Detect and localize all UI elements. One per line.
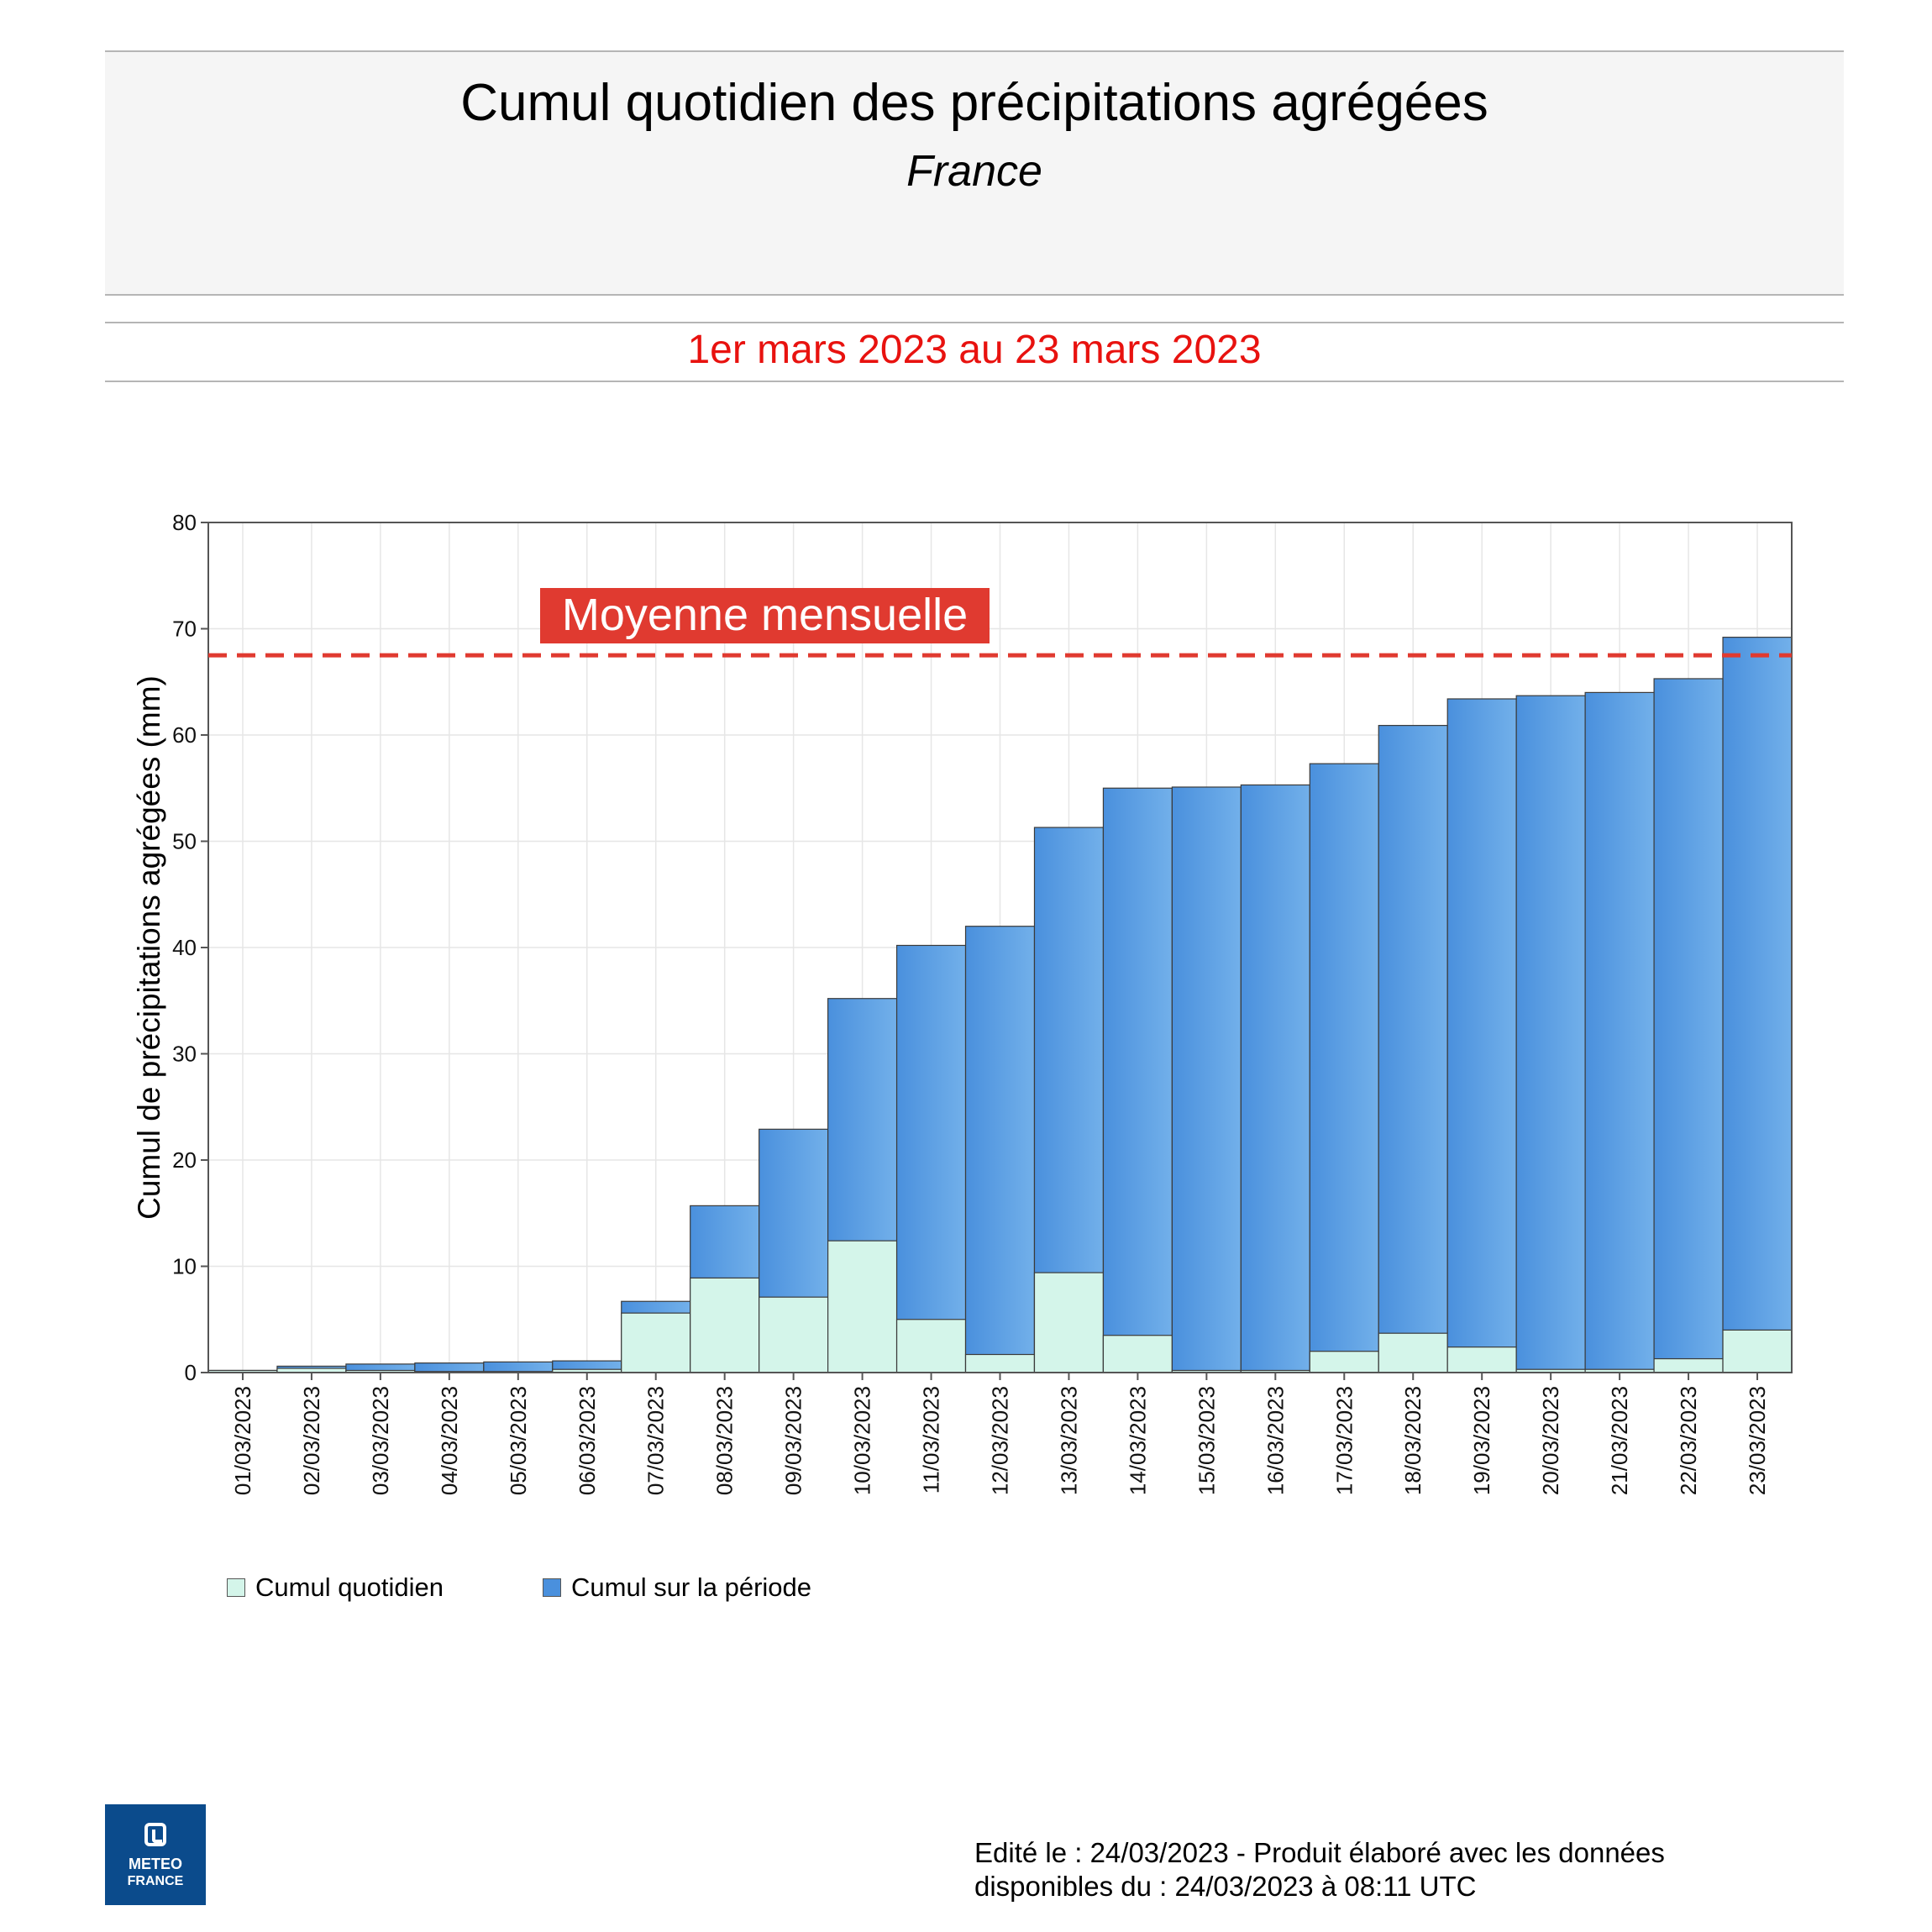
x-tick-label: 11/03/2023 — [919, 1386, 944, 1494]
y-tick-label: 20 — [172, 1147, 197, 1173]
y-tick-label: 80 — [172, 510, 197, 535]
bar-cumulative — [964, 926, 1036, 1373]
x-tick-label: 20/03/2023 — [1538, 1386, 1563, 1495]
x-tick-label: 05/03/2023 — [506, 1386, 531, 1495]
x-tick-label: 10/03/2023 — [850, 1386, 875, 1495]
chart-subtitle: France — [906, 147, 1042, 196]
bar-cumulative — [1309, 763, 1379, 1373]
legend-item-cumulative: Cumul sur la période — [543, 1572, 812, 1602]
bar-cumulative — [1378, 725, 1448, 1373]
bar-daily — [1033, 1272, 1105, 1373]
legend-label-daily: Cumul quotidien — [255, 1572, 444, 1602]
x-tick-label: 22/03/2023 — [1676, 1386, 1701, 1495]
x-tick-label: 07/03/2023 — [643, 1386, 669, 1495]
x-tick-label: 21/03/2023 — [1607, 1386, 1632, 1495]
x-tick-label: 01/03/2023 — [230, 1386, 255, 1495]
x-tick-label: 18/03/2023 — [1400, 1386, 1425, 1495]
bar-daily — [1102, 1335, 1173, 1373]
bar-cumulative — [483, 1361, 554, 1373]
bar-daily — [1378, 1332, 1448, 1373]
chart-title: Cumul quotidien des précipitations agrég… — [460, 74, 1488, 132]
x-tick-label: 17/03/2023 — [1331, 1386, 1357, 1495]
bar-cumulative — [895, 944, 967, 1373]
period-text: 1er mars 2023 au 23 mars 2023 — [687, 328, 1262, 372]
bar-daily — [1653, 1357, 1724, 1373]
bar-daily — [690, 1277, 760, 1373]
legend-swatch-daily — [227, 1578, 245, 1597]
x-tick-label: 19/03/2023 — [1469, 1386, 1494, 1495]
logo-mark-icon — [144, 1823, 166, 1846]
x-tick-label: 12/03/2023 — [988, 1386, 1013, 1495]
x-tick-label: 13/03/2023 — [1056, 1386, 1081, 1495]
y-tick-label: 10 — [172, 1254, 197, 1279]
bar-daily — [759, 1296, 829, 1373]
x-tick-label: 16/03/2023 — [1263, 1386, 1288, 1495]
meteo-france-logo: METEO FRANCE — [105, 1804, 206, 1905]
bar-daily — [1446, 1347, 1517, 1373]
y-tick-label: 60 — [172, 722, 197, 748]
y-tick-label: 70 — [172, 617, 197, 642]
bar-cumulative — [1584, 691, 1655, 1373]
x-tick-label: 14/03/2023 — [1125, 1386, 1150, 1495]
bar-daily — [1309, 1351, 1379, 1373]
bar-daily — [1722, 1329, 1793, 1373]
footer-line-2: disponibles du : 24/03/2023 à 08:11 UTC — [974, 1871, 1477, 1902]
period-panel: 1er mars 2023 au 23 mars 2023 — [105, 322, 1844, 382]
bar-daily — [895, 1319, 967, 1373]
x-tick-label: 02/03/2023 — [299, 1386, 324, 1495]
logo-text-line2: FRANCE — [127, 1874, 184, 1888]
legend-item-daily: Cumul quotidien — [227, 1572, 444, 1602]
x-tick-label: 08/03/2023 — [712, 1386, 738, 1495]
x-tick-label: 04/03/2023 — [437, 1386, 462, 1495]
title-panel: Cumul quotidien des précipitations agrég… — [105, 50, 1844, 296]
bar-daily — [964, 1353, 1036, 1373]
y-tick-label: 30 — [172, 1042, 197, 1067]
bar-cumulative — [1240, 784, 1310, 1373]
monthly-mean-label: Moyenne mensuelle — [562, 590, 968, 640]
footer-note: Edité le : 24/03/2023 - Produit élaboré … — [974, 1836, 1814, 1903]
y-axis-label: Cumul de précipitations agrégées (mm) — [132, 675, 166, 1220]
footer-line-1: Edité le : 24/03/2023 - Produit élaboré … — [974, 1837, 1665, 1868]
legend-swatch-cumulative — [543, 1578, 561, 1597]
y-tick-label: 40 — [172, 935, 197, 960]
bar-cumulative — [1653, 678, 1724, 1373]
x-tick-label: 09/03/2023 — [781, 1386, 806, 1495]
x-tick-label: 23/03/2023 — [1745, 1386, 1770, 1495]
bar-cumulative — [1446, 698, 1517, 1373]
x-tick-label: 03/03/2023 — [368, 1386, 393, 1495]
bar-daily — [827, 1240, 898, 1373]
monthly-mean-label-box — [540, 588, 990, 643]
y-tick-label: 50 — [172, 829, 197, 854]
bar-cumulative — [1171, 786, 1242, 1373]
x-tick-label: 06/03/2023 — [575, 1386, 600, 1495]
legend-label-cumulative: Cumul sur la période — [571, 1572, 812, 1602]
bar-daily — [621, 1312, 691, 1373]
bar-cumulative — [1515, 695, 1586, 1373]
bar-cumulative — [1722, 637, 1793, 1373]
y-tick-label: 0 — [185, 1360, 197, 1385]
x-tick-label: 15/03/2023 — [1194, 1386, 1219, 1495]
logo-text-line1: METEO — [128, 1856, 182, 1872]
bar-cumulative — [1102, 787, 1173, 1373]
